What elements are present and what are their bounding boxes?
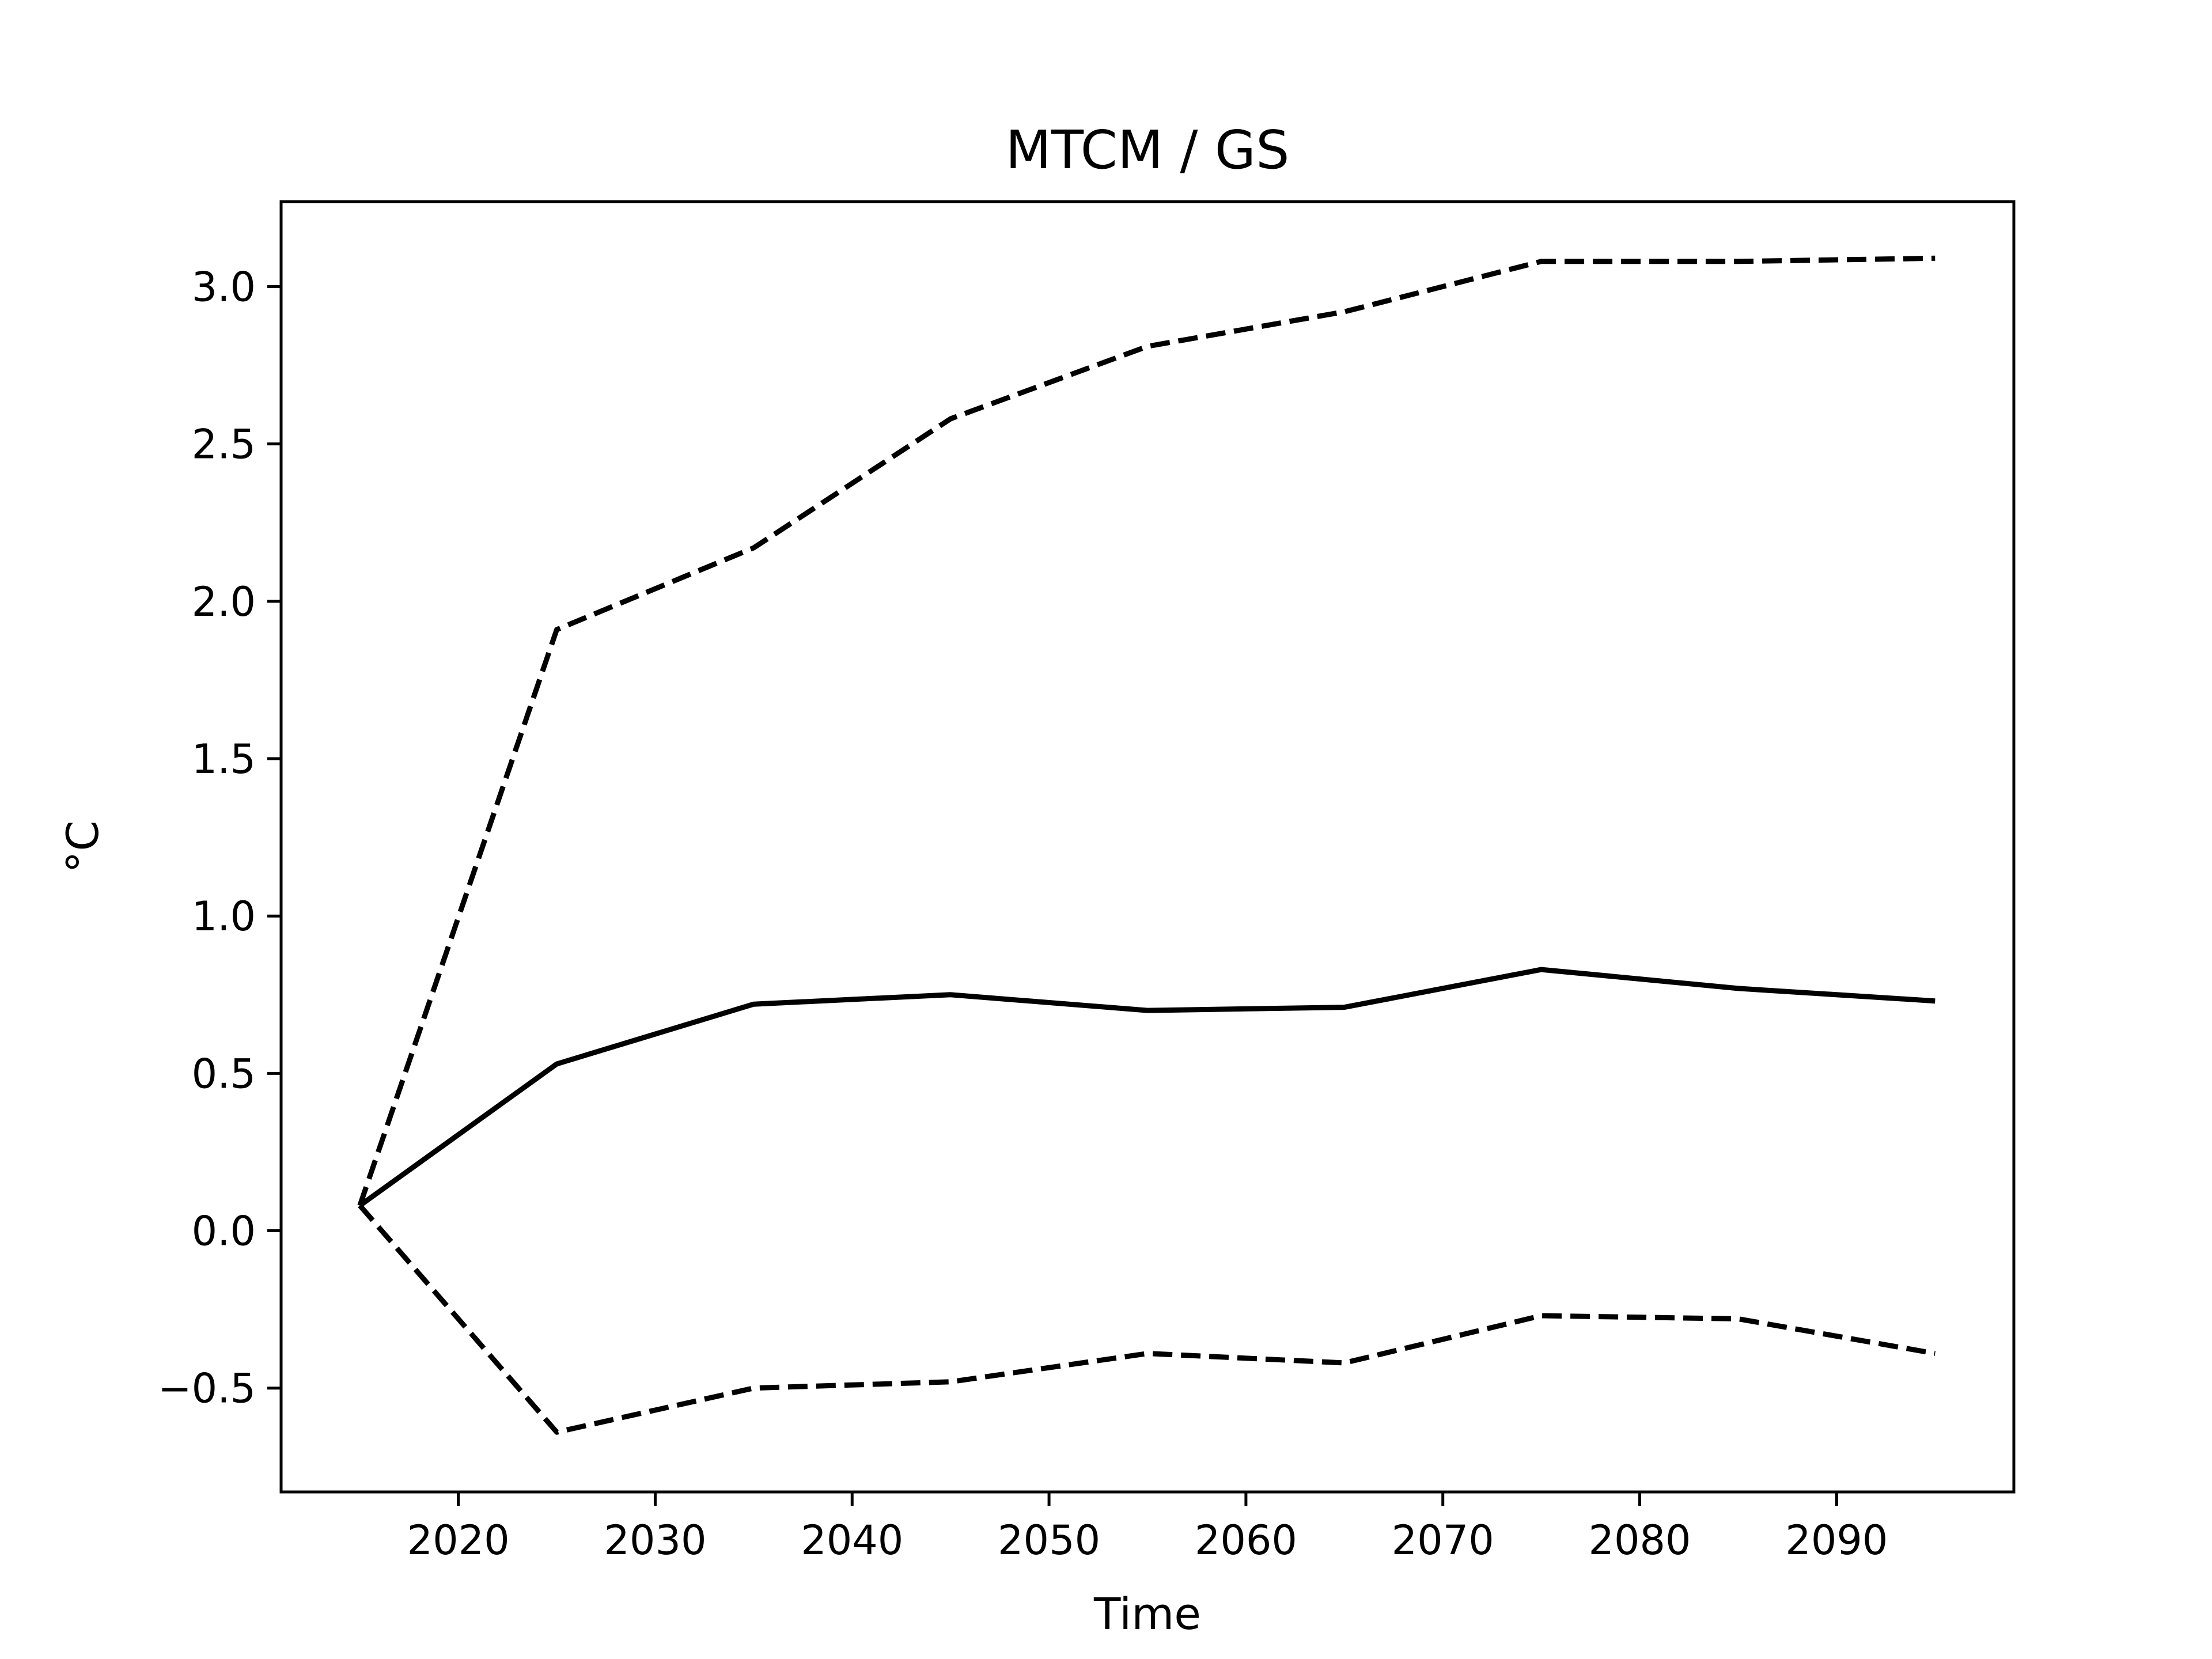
y-tick-label: −0.5 (158, 1365, 256, 1412)
y-axis-label: °C (57, 820, 108, 873)
x-tick-label: 2070 (1392, 1517, 1494, 1564)
dashed-series-line-2 (358, 1203, 1936, 1435)
y-tick-label: 3.0 (192, 264, 256, 311)
x-tick-label: 2060 (1195, 1517, 1297, 1564)
x-tick-label: 2090 (1785, 1517, 1888, 1564)
chart-title: MTCM / GS (1006, 119, 1290, 181)
y-tick-label: 2.0 (192, 578, 256, 626)
x-tick-label: 2080 (1588, 1517, 1691, 1564)
x-axis-label: Time (1093, 1588, 1201, 1639)
plot-frame (279, 200, 2016, 1494)
y-tick-label: 0.5 (192, 1050, 256, 1097)
x-tick-label: 2020 (407, 1517, 510, 1564)
dashed-series-line-1 (357, 255, 1936, 1207)
y-tick-label: 1.5 (192, 736, 256, 783)
y-tick-label: 0.0 (192, 1208, 256, 1255)
x-tick-label: 2040 (801, 1517, 903, 1564)
y-axis-ticks: −0.5 0.0 0.5 1.0 1.5 2.0 2.5 3.0 (158, 264, 281, 1412)
x-axis-ticks: 2020 2030 2040 2050 2060 2070 2080 2090 (407, 1492, 1888, 1564)
y-tick-label: 1.0 (192, 893, 256, 940)
x-tick-label: 2030 (604, 1517, 706, 1564)
x-tick-label: 2050 (998, 1517, 1100, 1564)
series-layer (357, 255, 1936, 1435)
y-tick-label: 2.5 (192, 421, 256, 468)
solid-series-line (358, 967, 1936, 1208)
